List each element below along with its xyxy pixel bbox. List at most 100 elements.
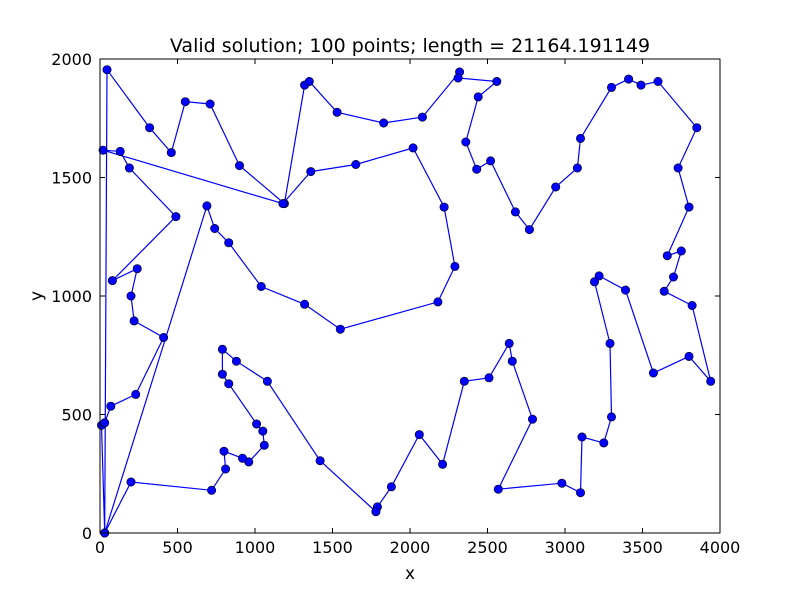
data-point	[636, 80, 646, 90]
data-point	[438, 459, 448, 469]
data-point	[315, 456, 325, 466]
x-axis-ticks: 0 500 1000 1500 2000 2500 3000 3500 4000	[95, 59, 740, 557]
data-point	[304, 77, 314, 87]
y-tick-label: 1500	[51, 169, 92, 188]
data-point	[653, 77, 663, 87]
data-point	[433, 297, 443, 307]
data-point	[706, 376, 716, 386]
data-point	[492, 77, 502, 87]
data-point	[493, 484, 503, 494]
data-point	[224, 379, 234, 389]
data-point	[238, 453, 248, 463]
x-tick-label: 2500	[467, 538, 508, 557]
data-point	[132, 264, 142, 274]
data-point	[461, 137, 471, 147]
data-point	[217, 344, 227, 354]
x-tick-label: 3500	[622, 538, 663, 557]
data-point	[414, 430, 424, 440]
data-point	[453, 73, 463, 83]
data-point	[684, 202, 694, 212]
y-axis-ticks: 0 500 1000 1500 2000	[51, 50, 720, 543]
x-tick-label: 500	[162, 538, 193, 557]
y-tick-label: 2000	[51, 50, 92, 69]
data-point	[408, 143, 418, 153]
x-tick-label: 2000	[390, 538, 431, 557]
data-point	[126, 477, 136, 487]
data-point	[371, 507, 381, 517]
data-point	[332, 107, 342, 117]
data-point	[124, 163, 134, 173]
data-point	[207, 485, 217, 495]
data-point	[577, 432, 587, 442]
data-point	[575, 133, 585, 143]
x-tick-label: 1000	[235, 538, 276, 557]
data-point	[599, 438, 609, 448]
data-point	[692, 123, 702, 133]
data-point	[684, 351, 694, 361]
data-point	[606, 412, 616, 422]
data-point	[98, 145, 108, 155]
data-point	[100, 418, 110, 428]
data-point	[126, 291, 136, 301]
data-point	[235, 161, 245, 171]
data-point	[527, 414, 537, 424]
x-tick-label: 0	[95, 538, 105, 557]
x-tick-label: 4000	[700, 538, 741, 557]
data-point	[258, 426, 268, 436]
data-point	[606, 82, 616, 92]
data-point	[335, 324, 345, 334]
marker-layer	[97, 65, 716, 538]
data-point	[687, 300, 697, 310]
y-tick-label: 1000	[51, 287, 92, 306]
data-point	[278, 199, 288, 209]
data-point	[450, 261, 460, 271]
data-point	[662, 251, 672, 261]
data-point	[510, 207, 520, 217]
data-point	[386, 482, 396, 492]
data-point	[472, 164, 482, 174]
data-point	[648, 368, 658, 378]
data-point	[252, 419, 262, 429]
data-point	[486, 156, 496, 166]
data-point	[106, 401, 116, 411]
data-point	[673, 163, 683, 173]
data-point	[507, 356, 517, 366]
data-point	[166, 148, 176, 158]
y-tick-label: 500	[61, 406, 92, 425]
data-point	[217, 369, 227, 379]
data-point	[379, 118, 389, 128]
chart-title: Valid solution; 100 points; length = 211…	[170, 35, 650, 57]
data-point	[676, 246, 686, 256]
data-point	[180, 97, 190, 107]
data-point	[659, 286, 669, 296]
data-point	[107, 276, 117, 286]
data-point	[256, 281, 266, 291]
data-point	[557, 478, 567, 488]
data-point	[306, 167, 316, 177]
data-point	[605, 338, 615, 348]
data-point	[668, 272, 678, 282]
data-point	[131, 389, 141, 399]
data-point	[221, 464, 231, 474]
data-point	[219, 446, 229, 456]
data-point	[259, 440, 269, 450]
data-point	[459, 376, 469, 386]
y-tick-label: 0	[82, 524, 92, 543]
data-point	[473, 92, 483, 102]
data-point	[620, 285, 630, 295]
data-point	[171, 212, 181, 222]
data-point	[210, 224, 220, 234]
data-point	[417, 112, 427, 122]
data-point	[129, 316, 139, 326]
data-point	[262, 376, 272, 386]
data-point	[159, 332, 169, 342]
data-point	[589, 277, 599, 287]
data-point	[484, 373, 494, 383]
data-point	[594, 271, 604, 281]
data-point	[504, 338, 514, 348]
data-point	[572, 163, 582, 173]
data-point	[224, 238, 234, 248]
y-axis-label: y	[27, 291, 47, 301]
data-point	[115, 146, 125, 156]
data-point	[551, 182, 561, 192]
